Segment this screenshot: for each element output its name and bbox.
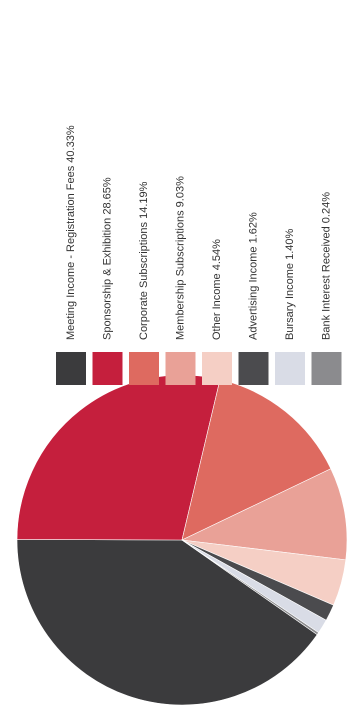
pie-slice	[180, 468, 348, 561]
legend-label: Other Income 4.54%	[211, 239, 223, 340]
legend-swatch	[165, 352, 196, 385]
legend-label: Bursary Income 1.40%	[284, 228, 296, 340]
pie-slice	[181, 539, 319, 636]
legend-label: Corporate Subscriptions 14.19%	[138, 181, 150, 340]
legend-label: Sponsorship & Exhibition 28.65%	[101, 177, 113, 340]
legend-swatch	[92, 352, 123, 385]
legend-value: 1.40%	[284, 228, 296, 259]
legend-name: Meeting Income - Registration Fees	[65, 165, 77, 340]
legend-value: 14.19%	[138, 181, 150, 219]
legend-swatch	[202, 352, 232, 385]
legend-name: Membership Subscriptions	[174, 210, 186, 340]
legend-label: Meeting Income - Registration Fees 40.33…	[65, 125, 77, 340]
legend-swatch	[311, 352, 342, 385]
legend-swatch	[275, 352, 305, 385]
legend-value: 4.54%	[211, 239, 223, 270]
legend-name: Corporate Subscriptions	[138, 221, 150, 340]
legend-value: 28.65%	[101, 177, 113, 215]
pie-slice	[16, 539, 318, 706]
legend-name: Bank Interest Received	[320, 226, 332, 340]
legend-name: Sponsorship & Exhibition	[101, 218, 113, 340]
legend-label: Membership Subscriptions 9.03%	[174, 176, 186, 340]
legend-name: Other Income	[211, 273, 223, 340]
legend-value: 9.03%	[174, 176, 186, 207]
legend-name: Bursary Income	[284, 263, 296, 340]
legend-label: Advertising Income 1.62%	[247, 212, 259, 340]
legend-name: Advertising Income	[247, 246, 259, 340]
legend-value: 40.33%	[65, 125, 77, 163]
legend-swatch	[56, 352, 86, 385]
legend-value: 1.62%	[247, 212, 259, 243]
legend-value: 0.24%	[320, 192, 332, 223]
legend-swatch	[129, 352, 159, 385]
legend-swatch	[238, 352, 269, 385]
legend-label: Bank Interest Received 0.24%	[320, 192, 332, 340]
